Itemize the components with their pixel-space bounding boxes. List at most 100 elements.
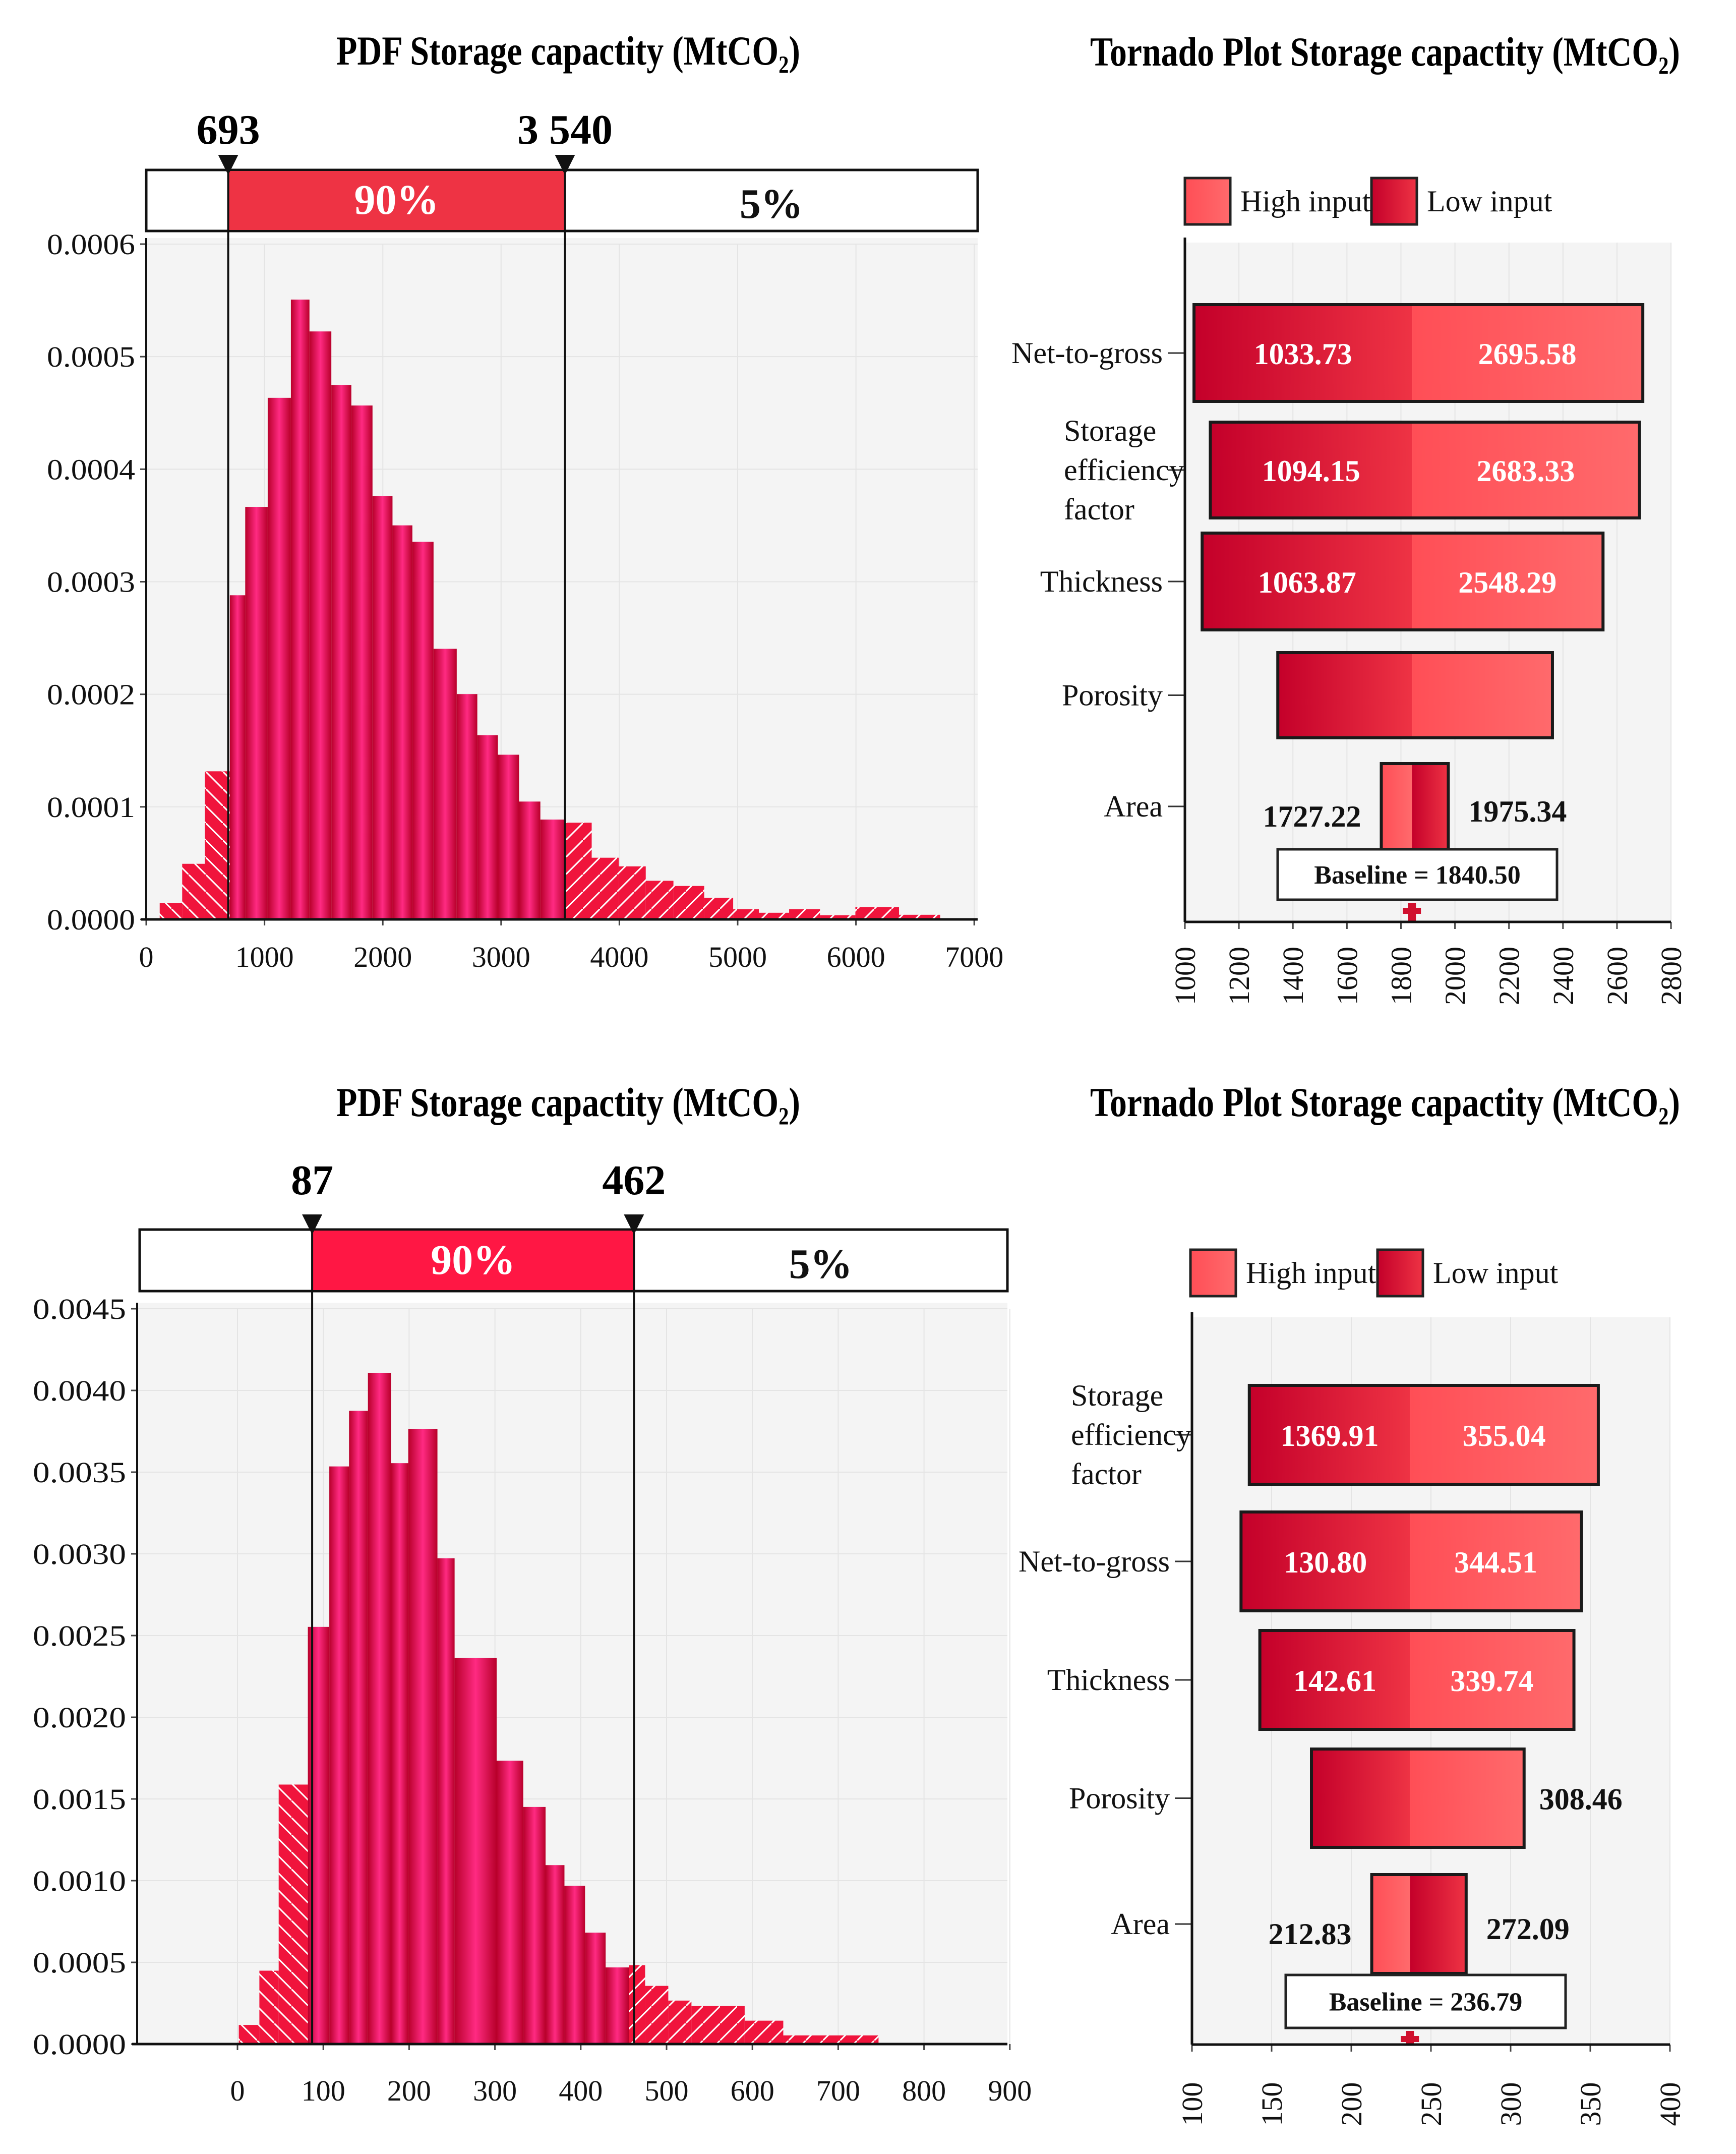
histogram-bar [351, 405, 373, 919]
band-label-5: 5% [789, 1241, 853, 1288]
bar-high-value: 1975.34 [1468, 795, 1567, 828]
tornado-bar [1209, 421, 1641, 519]
bar-outline [1247, 1384, 1600, 1486]
histogram-bar-upper-tail [899, 914, 940, 919]
histogram-bar [456, 694, 477, 919]
bar-low-value: 1727.22 [1263, 800, 1361, 833]
histogram-bar [245, 507, 268, 919]
bar-high-segment [1410, 1749, 1524, 1847]
x-tick-label: 3000 [472, 941, 530, 973]
histogram-bar-lower-tail [205, 771, 230, 919]
bar-outline [1201, 532, 1605, 631]
x-tick-label: 700 [816, 2074, 860, 2107]
bar-high-segment [1412, 764, 1449, 849]
chart-title: PDF Storage capactity (MtCO₂) [336, 1079, 800, 1125]
bar-high-segment [1410, 1631, 1574, 1729]
bar-high-segment [1412, 422, 1640, 518]
p95-marker-icon [555, 155, 575, 175]
histogram-bar [290, 300, 310, 919]
bar-high-value: 272.09 [1486, 1912, 1570, 1946]
category-label: factor [1064, 493, 1134, 526]
bar-outline [1258, 1629, 1576, 1731]
histogram-bar [497, 1761, 523, 2044]
histogram-bar [564, 1886, 585, 2044]
histogram-bar [585, 1933, 606, 2044]
percentile-band-90 [228, 171, 565, 230]
histogram-bar-upper-tail [629, 1965, 645, 2044]
bar-outline [1370, 1873, 1468, 1975]
x-tick-label: 0 [230, 2074, 245, 2107]
p5-label: 693 [197, 106, 260, 153]
category-label: Porosity [1062, 679, 1163, 712]
histogram-bar [433, 649, 457, 919]
bar-low-value: 1369.91 [1281, 1419, 1379, 1452]
x-tick-label: 150 [1255, 2082, 1288, 2126]
x-tick-label: 6000 [827, 941, 885, 973]
histogram-bar [308, 1626, 330, 2044]
x-tick-label: 200 [387, 2074, 431, 2107]
bar-low-segment [1311, 1749, 1410, 1847]
histogram-bar [372, 496, 393, 919]
histogram-bar-upper-tail [758, 912, 790, 919]
y-tick-label: 0.0040 [33, 1374, 126, 1407]
baseline-label: Baseline = 236.79 [1329, 1988, 1523, 2017]
histogram-bar [412, 542, 434, 919]
x-tick-label: 2000 [353, 941, 412, 973]
histogram-bar-upper-tail [691, 2006, 745, 2044]
tornado-bar [1380, 762, 1450, 851]
band-label-90: 90% [354, 177, 439, 223]
tornado-bar [1370, 1873, 1468, 1975]
category-label: Storage [1064, 414, 1156, 447]
bar-high-segment [1410, 1875, 1466, 1973]
histogram-bar-upper-tail [733, 909, 759, 919]
histogram-bar-upper-tail [820, 915, 856, 919]
histogram-bar-upper-tail [645, 1986, 669, 2044]
bar-high-segment [1410, 1385, 1598, 1484]
histogram-bar [546, 1865, 565, 2044]
histogram-bar [331, 385, 351, 919]
baseline-label: Baseline = 1840.50 [1314, 861, 1521, 890]
baseline-marker-icon [1401, 2031, 1419, 2045]
tornado-bar [1201, 532, 1605, 631]
x-tick-label: 800 [902, 2074, 946, 2107]
p5-marker-icon [218, 155, 238, 175]
bar-outline [1209, 421, 1641, 519]
y-tick-label: 0.0010 [33, 1865, 126, 1897]
y-tick-label: 0.0005 [47, 340, 135, 373]
p95-label: 462 [602, 1157, 666, 1204]
histogram-bar [454, 1658, 497, 2044]
category-label: efficiency [1071, 1418, 1191, 1451]
histogram-bar-upper-tail [668, 2000, 692, 2044]
y-tick-label: 0.0030 [33, 1538, 126, 1570]
x-tick-label: 1600 [1331, 947, 1363, 1005]
category-label: Porosity [1069, 1782, 1170, 1815]
category-label: Area [1111, 1907, 1170, 1941]
tornado-bar [1310, 1748, 1526, 1849]
tornado-chart-bottom: Tornado Plot Storage capactity (MtCO₂) Hi… [1019, 1079, 1687, 2126]
histogram-bar-upper-tail [789, 909, 820, 919]
legend-label-high: High input [1240, 185, 1371, 218]
percentile-band-90 [312, 1231, 634, 1290]
p5-label: 87 [291, 1157, 333, 1204]
category-label: efficiency [1064, 453, 1184, 487]
category-label: Thickness [1040, 565, 1163, 598]
bar-outline [1276, 651, 1554, 739]
bar-low-value: 1063.87 [1258, 566, 1356, 599]
bar-low-value: 1094.15 [1262, 454, 1360, 488]
histogram-bar [519, 801, 541, 919]
chart-title: Tornado Plot Storage capactity (MtCO₂) [1090, 1079, 1680, 1125]
histogram-bar-lower-tail [159, 903, 183, 919]
histogram-bar [309, 331, 332, 920]
bar-high-segment [1412, 533, 1603, 630]
histogram-bar [437, 1558, 455, 2044]
y-tick-label: 0.0001 [47, 791, 135, 824]
bar-high-value: 344.51 [1454, 1546, 1537, 1579]
legend-label-low: Low input [1427, 185, 1552, 218]
x-tick-label: 300 [1494, 2082, 1527, 2126]
x-tick-label: 400 [1654, 2082, 1687, 2126]
bar-low-value: 130.80 [1284, 1546, 1367, 1579]
bar-low-segment [1210, 422, 1412, 518]
bar-low-value: 1033.73 [1254, 337, 1352, 371]
p95-label: 3 540 [517, 106, 613, 153]
histogram-bar [523, 1807, 546, 2044]
